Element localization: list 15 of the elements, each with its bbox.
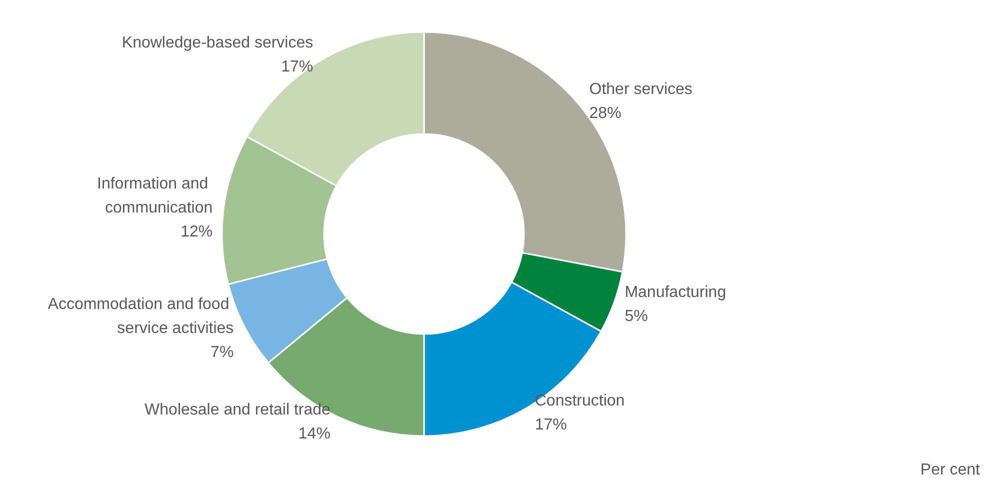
data-label: 12% bbox=[180, 223, 213, 240]
slice-label: Other services bbox=[589, 80, 692, 98]
data-label: 28% bbox=[589, 104, 622, 122]
data-label: 17% bbox=[281, 58, 314, 76]
slice-label: Construction bbox=[534, 392, 625, 410]
data-label: 17% bbox=[534, 416, 567, 434]
slice-label: Manufacturing bbox=[624, 284, 726, 301]
data-label: 7% bbox=[210, 344, 234, 361]
data-label: 5% bbox=[624, 308, 648, 325]
slice-label: Wholesale and retail trade bbox=[144, 402, 331, 419]
text: Per cent bbox=[920, 462, 981, 478]
slice-label: Accommodation and food service activities bbox=[48, 296, 234, 337]
slice-label: Knowledge-based services bbox=[122, 34, 314, 52]
data-label: 14% bbox=[298, 426, 330, 443]
slice-label: Information and communication bbox=[97, 175, 213, 216]
